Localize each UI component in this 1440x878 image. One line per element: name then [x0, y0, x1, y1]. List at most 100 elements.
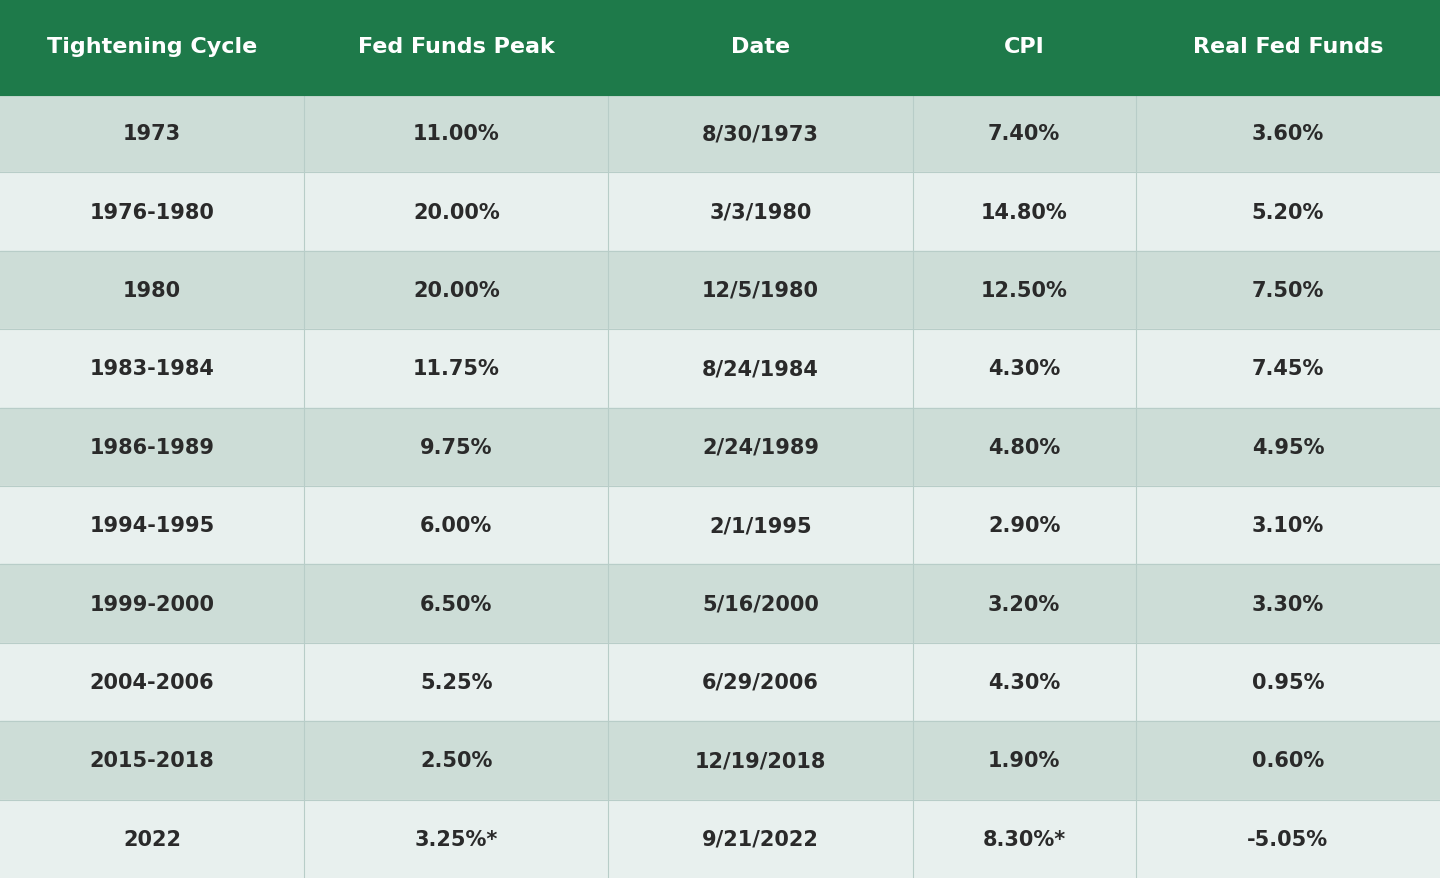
Bar: [0, 643, 304, 722]
Text: 1983-1984: 1983-1984: [89, 359, 215, 379]
Text: 3.60%: 3.60%: [1251, 124, 1323, 144]
Text: 1999-2000: 1999-2000: [89, 594, 215, 614]
Bar: [1136, 330, 1440, 408]
Text: 1976-1980: 1976-1980: [89, 202, 215, 222]
Text: 5/16/2000: 5/16/2000: [703, 594, 819, 614]
Bar: [1136, 408, 1440, 486]
Bar: [608, 0, 913, 95]
Text: 5.20%: 5.20%: [1251, 202, 1325, 222]
Bar: [304, 565, 608, 643]
Text: 8/30/1973: 8/30/1973: [703, 124, 819, 144]
Bar: [608, 408, 913, 486]
Text: CPI: CPI: [1004, 38, 1044, 57]
Bar: [913, 330, 1136, 408]
Text: 12/19/2018: 12/19/2018: [694, 751, 827, 771]
Bar: [913, 0, 1136, 95]
Text: 1973: 1973: [122, 124, 181, 144]
Text: 1994-1995: 1994-1995: [89, 515, 215, 536]
Bar: [0, 722, 304, 800]
Text: 1980: 1980: [122, 281, 181, 300]
Bar: [1136, 0, 1440, 95]
Text: 2/1/1995: 2/1/1995: [708, 515, 812, 536]
Text: Fed Funds Peak: Fed Funds Peak: [359, 38, 554, 57]
Bar: [913, 408, 1136, 486]
Text: 20.00%: 20.00%: [413, 281, 500, 300]
Text: 9/21/2022: 9/21/2022: [703, 829, 819, 849]
Text: 2004-2006: 2004-2006: [89, 673, 215, 692]
Text: 6.00%: 6.00%: [420, 515, 492, 536]
Bar: [608, 486, 913, 565]
Bar: [608, 251, 913, 330]
Bar: [304, 800, 608, 878]
Bar: [0, 800, 304, 878]
Bar: [0, 0, 304, 95]
Text: 4.80%: 4.80%: [988, 437, 1060, 457]
Bar: [304, 0, 608, 95]
Bar: [913, 565, 1136, 643]
Bar: [1136, 643, 1440, 722]
Text: Tightening Cycle: Tightening Cycle: [48, 38, 258, 57]
Bar: [608, 800, 913, 878]
Bar: [0, 95, 304, 173]
Text: 7.40%: 7.40%: [988, 124, 1060, 144]
Bar: [608, 330, 913, 408]
Text: 9.75%: 9.75%: [420, 437, 492, 457]
Bar: [304, 330, 608, 408]
Bar: [304, 251, 608, 330]
Text: 2015-2018: 2015-2018: [89, 751, 215, 771]
Text: 11.00%: 11.00%: [413, 124, 500, 144]
Bar: [0, 565, 304, 643]
Text: 1.90%: 1.90%: [988, 751, 1060, 771]
Text: 12.50%: 12.50%: [981, 281, 1067, 300]
Text: 6.50%: 6.50%: [420, 594, 492, 614]
Text: 2/24/1989: 2/24/1989: [701, 437, 819, 457]
Text: 3.20%: 3.20%: [988, 594, 1060, 614]
Text: 8.30%*: 8.30%*: [982, 829, 1066, 849]
Bar: [0, 330, 304, 408]
Bar: [304, 408, 608, 486]
Text: 0.60%: 0.60%: [1251, 751, 1323, 771]
Text: 2.90%: 2.90%: [988, 515, 1060, 536]
Bar: [1136, 565, 1440, 643]
Bar: [1136, 722, 1440, 800]
Bar: [304, 486, 608, 565]
Text: 4.95%: 4.95%: [1251, 437, 1325, 457]
Text: 7.45%: 7.45%: [1251, 359, 1325, 379]
Bar: [913, 643, 1136, 722]
Text: 4.30%: 4.30%: [988, 359, 1060, 379]
Bar: [913, 486, 1136, 565]
Text: 0.95%: 0.95%: [1251, 673, 1325, 692]
Bar: [304, 643, 608, 722]
Bar: [913, 95, 1136, 173]
Bar: [913, 800, 1136, 878]
Bar: [1136, 486, 1440, 565]
Text: 14.80%: 14.80%: [981, 202, 1067, 222]
Text: 7.50%: 7.50%: [1251, 281, 1325, 300]
Text: 5.25%: 5.25%: [420, 673, 492, 692]
Bar: [608, 173, 913, 251]
Bar: [913, 722, 1136, 800]
Text: Date: Date: [732, 38, 791, 57]
Bar: [1136, 251, 1440, 330]
Bar: [304, 95, 608, 173]
Text: 3.30%: 3.30%: [1251, 594, 1323, 614]
Bar: [608, 643, 913, 722]
Text: 4.30%: 4.30%: [988, 673, 1060, 692]
Bar: [1136, 173, 1440, 251]
Text: 3.25%*: 3.25%*: [415, 829, 498, 849]
Text: 3/3/1980: 3/3/1980: [710, 202, 812, 222]
Bar: [304, 173, 608, 251]
Text: 20.00%: 20.00%: [413, 202, 500, 222]
Bar: [1136, 95, 1440, 173]
Text: Real Fed Funds: Real Fed Funds: [1192, 38, 1382, 57]
Bar: [0, 486, 304, 565]
Bar: [608, 95, 913, 173]
Text: 11.75%: 11.75%: [413, 359, 500, 379]
Bar: [0, 408, 304, 486]
Bar: [913, 173, 1136, 251]
Bar: [608, 565, 913, 643]
Text: -5.05%: -5.05%: [1247, 829, 1329, 849]
Text: 3.10%: 3.10%: [1251, 515, 1323, 536]
Text: 6/29/2006: 6/29/2006: [703, 673, 819, 692]
Bar: [0, 173, 304, 251]
